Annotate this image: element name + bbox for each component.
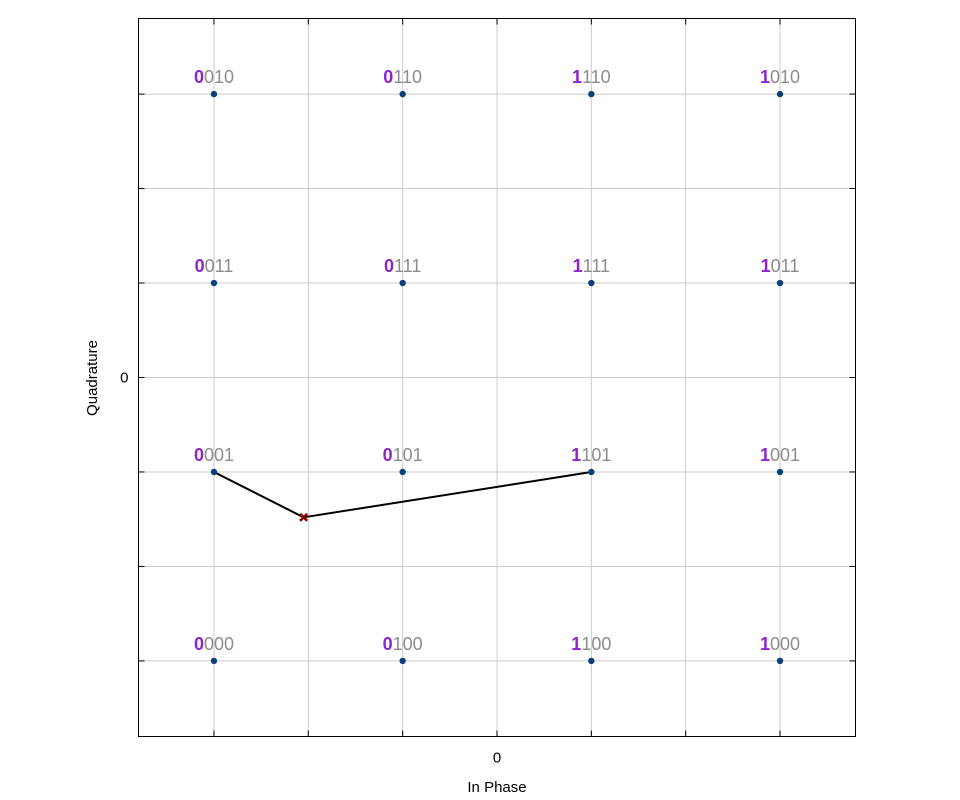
symbol-label-first-bit: 0 xyxy=(194,445,204,465)
constellation-point xyxy=(776,468,784,476)
constellation-point xyxy=(588,90,595,98)
constellation-point xyxy=(776,90,784,98)
y-tick-label: 0 xyxy=(120,370,128,387)
symbol-label: 1100 xyxy=(571,634,611,654)
constellation-point xyxy=(776,279,784,287)
symbol-label: 1110 xyxy=(572,67,611,87)
symbol-label-first-bit: 0 xyxy=(195,256,205,276)
constellation-point xyxy=(588,279,595,287)
symbol-label: 1010 xyxy=(760,67,800,87)
x-axis-label: In Phase xyxy=(467,779,526,796)
distance-line xyxy=(213,471,305,519)
symbol-label-rest-bits: 111 xyxy=(394,256,421,276)
symbol-label-first-bit: 1 xyxy=(760,445,770,465)
y-axis-label: Quadrature xyxy=(84,340,101,416)
symbol-label: 0101 xyxy=(383,445,423,465)
constellation-point xyxy=(210,90,218,98)
symbol-label: 0011 xyxy=(195,256,234,276)
symbol-label-first-bit: 0 xyxy=(383,634,393,654)
constellation-point xyxy=(399,468,406,476)
symbol-label-first-bit: 0 xyxy=(383,67,393,87)
symbol-label-rest-bits: 101 xyxy=(393,445,423,465)
symbol-label-rest-bits: 000 xyxy=(770,634,800,654)
symbol-label-rest-bits: 011 xyxy=(771,256,800,276)
tick-labels: 00 xyxy=(120,370,501,767)
constellation-point xyxy=(399,657,406,665)
symbol-label-rest-bits: 001 xyxy=(770,445,800,465)
symbol-label-first-bit: 1 xyxy=(760,634,770,654)
constellation-point xyxy=(588,468,595,476)
symbol-label-first-bit: 0 xyxy=(194,634,204,654)
symbol-label-rest-bits: 000 xyxy=(204,634,234,654)
symbol-label: 0100 xyxy=(383,634,423,654)
symbol-label: 0010 xyxy=(194,67,234,87)
symbol-label-first-bit: 1 xyxy=(761,256,771,276)
constellation-point xyxy=(399,90,406,98)
received-symbol xyxy=(299,512,308,522)
symbol-label-first-bit: 1 xyxy=(571,445,581,465)
grid-lines xyxy=(138,18,856,737)
symbol-label: 1001 xyxy=(760,445,800,465)
symbol-label: 0000 xyxy=(194,634,234,654)
constellation-point xyxy=(210,279,218,287)
symbol-label-rest-bits: 101 xyxy=(581,445,611,465)
symbol-label: 0110 xyxy=(383,67,422,87)
symbol-label: 0111 xyxy=(384,256,421,276)
symbol-label-first-bit: 0 xyxy=(194,67,204,87)
constellation-point xyxy=(776,657,784,665)
symbol-label-first-bit: 1 xyxy=(572,67,582,87)
symbol-label-rest-bits: 001 xyxy=(204,445,234,465)
symbol-label-rest-bits: 111 xyxy=(583,256,610,276)
symbol-label-rest-bits: 100 xyxy=(581,634,611,654)
constellation-point xyxy=(210,657,218,665)
symbol-label: 1111 xyxy=(573,256,610,276)
symbol-label-first-bit: 1 xyxy=(571,634,581,654)
symbol-label: 1101 xyxy=(571,445,611,465)
symbol-label-rest-bits: 110 xyxy=(393,67,422,87)
constellation-points xyxy=(210,90,784,665)
symbol-label-first-bit: 1 xyxy=(760,67,770,87)
constellation-point xyxy=(588,657,595,665)
symbol-label: 0001 xyxy=(194,445,234,465)
distance-line xyxy=(303,470,592,519)
symbol-label: 1000 xyxy=(760,634,800,654)
constellation-point xyxy=(399,279,406,287)
x-tick-label: 0 xyxy=(493,750,501,767)
received-point-marker xyxy=(299,512,308,522)
constellation-point xyxy=(210,468,218,476)
symbol-label-rest-bits: 010 xyxy=(770,67,800,87)
symbol-label-rest-bits: 100 xyxy=(393,634,423,654)
symbol-label-first-bit: 1 xyxy=(573,256,583,276)
symbol-label-rest-bits: 011 xyxy=(205,256,234,276)
symbol-label-first-bit: 0 xyxy=(384,256,394,276)
symbol-label-rest-bits: 010 xyxy=(204,67,234,87)
symbol-label-rest-bits: 110 xyxy=(582,67,611,87)
distance-lines xyxy=(213,470,592,519)
axis-ticks xyxy=(138,18,856,737)
symbol-label: 1011 xyxy=(761,256,800,276)
symbol-label-first-bit: 0 xyxy=(383,445,393,465)
